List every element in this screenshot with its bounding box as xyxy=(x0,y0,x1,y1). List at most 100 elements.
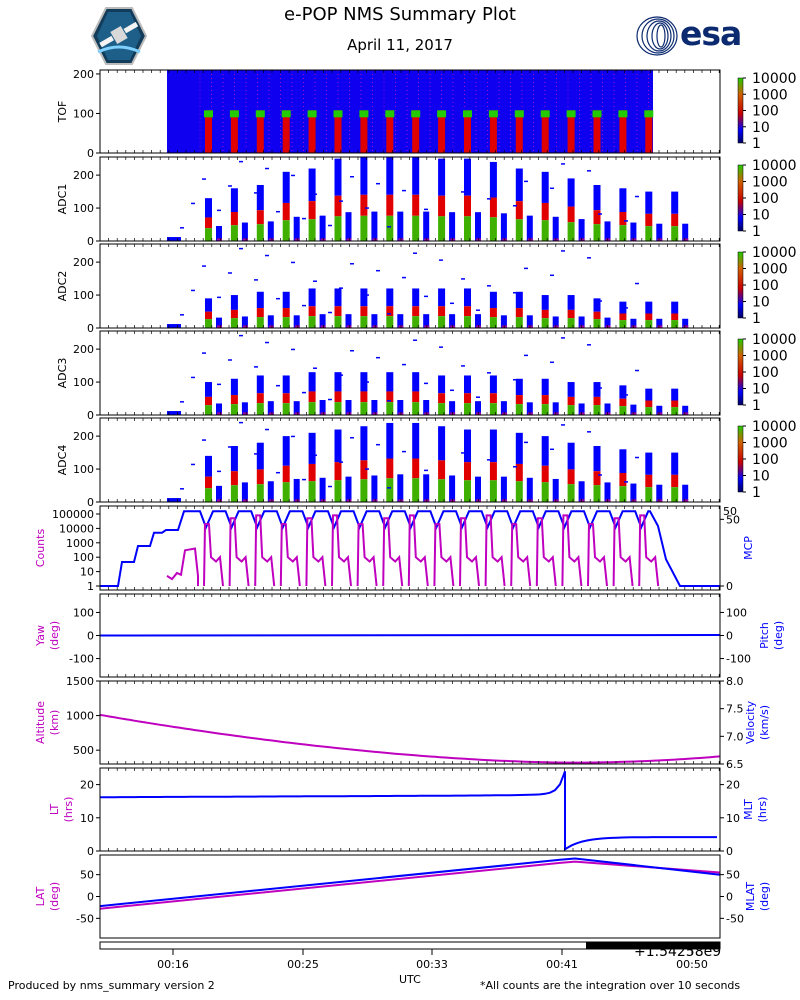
adc1-sidebar-base xyxy=(553,238,559,241)
tof-colorbar xyxy=(737,77,744,144)
adc1-burst-green xyxy=(671,226,679,241)
adc2-burst-green xyxy=(360,316,368,328)
tof-burst-top xyxy=(566,110,576,118)
adc1-burst-blue xyxy=(205,198,212,218)
adc2-burst-blue xyxy=(230,295,238,310)
pitch-ylabel-unit: (deg) xyxy=(772,621,785,650)
adc4-sidebar-base xyxy=(579,499,585,502)
tof-burst xyxy=(464,110,471,153)
adc3-colorbar xyxy=(737,338,744,406)
adc2-burst-green xyxy=(438,316,446,328)
adc1-noise xyxy=(167,237,181,241)
adc2-sidebar-base xyxy=(657,325,663,328)
adc2-burst-green xyxy=(282,317,290,328)
counts-pulse xyxy=(356,523,378,587)
adc1-colorbar-label: 10 xyxy=(752,208,770,224)
adc4-sidebar-base xyxy=(242,499,248,502)
lat-ytick-label: 50 xyxy=(80,869,94,882)
utc-tick-label: 00:25 xyxy=(287,958,319,971)
adc4-burst-blue xyxy=(308,432,316,464)
adc2-burst-red xyxy=(567,309,575,319)
adc3-burst-green xyxy=(412,402,420,415)
lat-ylabel: LAT xyxy=(34,886,47,906)
adc2-sidebar-base xyxy=(294,325,300,328)
adc1-burst-red xyxy=(489,197,497,218)
counts-pulse xyxy=(535,517,557,587)
adc3-burst-red xyxy=(386,391,394,403)
counts-pulse xyxy=(228,517,250,587)
adc2-burst-red xyxy=(593,311,601,320)
tof-burst xyxy=(515,110,523,153)
adc1-burst-green xyxy=(464,216,471,241)
utc-tick-label: 00:16 xyxy=(157,958,189,971)
adc1-sidebar-base xyxy=(579,238,585,241)
adc4-burst-blue xyxy=(619,449,627,474)
counts-pulse xyxy=(612,517,634,587)
tof-colorbar-label: 10 xyxy=(752,120,770,136)
adc1-sidebar-base xyxy=(320,238,326,241)
mlt-ytick-right-label: 10 xyxy=(726,812,740,825)
adc4-burst-blue xyxy=(671,452,679,475)
tof-burst xyxy=(541,110,549,153)
adc1-burst-red xyxy=(308,201,316,220)
adc4-ylabel: ADC4 xyxy=(56,445,69,476)
adc3-burst-blue xyxy=(489,375,497,394)
mission-patch-logo xyxy=(90,7,148,65)
adc4-burst-red xyxy=(282,465,290,483)
adc1-ytick-label: 0 xyxy=(87,235,94,248)
adc3-ytick-label: 0 xyxy=(87,409,94,422)
adc3-burst-green xyxy=(541,404,549,415)
adc3-burst-green xyxy=(464,403,471,415)
adc4-sidebar xyxy=(682,484,689,502)
adc1-sidebar xyxy=(578,219,585,241)
plot-date: April 11, 2017 xyxy=(347,36,453,54)
adc1-sidebar xyxy=(371,211,378,241)
adc2-sidebar xyxy=(241,316,248,328)
adc2-sidebar xyxy=(578,316,585,328)
adc3-burst-red xyxy=(256,393,264,404)
adc2-burst-green xyxy=(593,319,601,328)
adc3-burst-blue xyxy=(464,375,471,394)
adc2-burst-blue xyxy=(541,295,549,310)
adc1-sidebar-base xyxy=(605,238,611,241)
lat-frame xyxy=(99,854,721,939)
adc1-burst-blue xyxy=(256,185,264,211)
adc3-burst-green xyxy=(308,402,316,415)
adc2-sidebar xyxy=(630,318,637,328)
adc1-burst-blue xyxy=(671,191,679,214)
adc2-ytick-label: 0 xyxy=(87,322,94,335)
adc3-burst-blue xyxy=(256,375,264,394)
tof-burst-top xyxy=(488,110,498,118)
adc1-ytick-label: 200 xyxy=(73,169,94,182)
adc4-burst-blue xyxy=(541,436,549,466)
adc3-burst-red xyxy=(464,393,471,404)
adc4-sidebar xyxy=(552,478,559,502)
adc2-burst-red xyxy=(360,306,368,317)
counts-pulse xyxy=(433,523,455,587)
tof-burst xyxy=(593,110,601,153)
adc2-colorbar-label: 1 xyxy=(752,311,761,327)
tof-burst-top xyxy=(385,110,395,118)
velocity-ylabel: Velocity xyxy=(744,700,757,744)
counts-ytick-label: 1000 xyxy=(66,537,94,550)
adc2-sidebar-base xyxy=(346,325,352,328)
adc4-burst-blue xyxy=(645,452,653,475)
adc4-burst-red xyxy=(567,469,575,485)
adc4-sidebar xyxy=(656,484,663,502)
counts-ytick-label: 10000 xyxy=(59,522,94,535)
adc4-burst-blue xyxy=(438,426,446,461)
adc4-burst-green xyxy=(282,482,290,502)
adc1-burst-blue xyxy=(515,168,523,202)
adc3-sidebar xyxy=(216,403,222,415)
adc1-sidebar xyxy=(397,211,404,241)
satellite-panel xyxy=(99,35,114,48)
adc1-burst-green xyxy=(489,217,497,241)
counts-pulse xyxy=(638,514,660,587)
adc3-burst-red xyxy=(489,393,497,404)
adc4-ytick-label: 200 xyxy=(73,430,94,443)
esa-logo-text: esa xyxy=(680,14,742,53)
adc2-burst-blue xyxy=(282,291,290,309)
adc2-sidebar xyxy=(319,314,326,328)
tof-burst xyxy=(619,110,627,153)
tof-burst xyxy=(412,110,420,153)
